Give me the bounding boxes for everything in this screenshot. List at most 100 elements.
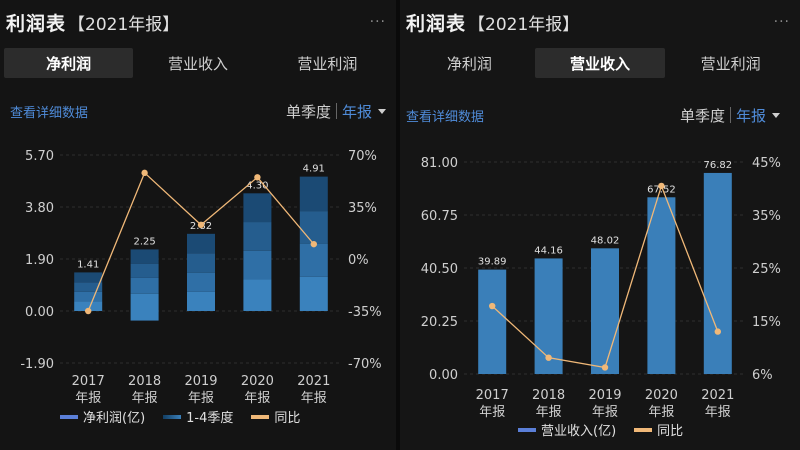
tab-operating-profit[interactable]: 营业利润 xyxy=(700,54,761,73)
y2-tick-label: -35% xyxy=(348,305,382,320)
y-tick-label: 20.25 xyxy=(421,315,458,330)
tab-net-profit[interactable]: 净利润 xyxy=(4,48,134,78)
legend-yoy: 同比 xyxy=(251,407,300,426)
annual-option[interactable]: 年报 xyxy=(341,102,372,121)
data-label: 39.89 xyxy=(478,257,507,268)
bar-segment xyxy=(299,243,328,277)
bar-segment xyxy=(187,291,215,311)
y2-tick-label: 0% xyxy=(348,253,369,268)
y2-tick-label: 25% xyxy=(752,262,781,277)
bar xyxy=(478,269,507,374)
x-tick-label: 2017 xyxy=(72,374,105,389)
y2-tick-label: 35% xyxy=(752,209,781,224)
bar-segment xyxy=(74,291,103,302)
tab-revenue[interactable]: 营业收入 xyxy=(534,48,666,78)
more-icon[interactable]: ··· xyxy=(773,14,790,30)
x-tick-label: 年报 xyxy=(132,391,158,406)
data-label: 4.30 xyxy=(246,180,268,191)
metric-tabs: 净利润 营业收入 营业利润 xyxy=(4,48,392,78)
bar-segment xyxy=(130,263,159,278)
x-tick-label: 2020 xyxy=(645,388,678,403)
y2-tick-label: 45% xyxy=(752,156,781,171)
period-selector[interactable]: 单季度 年报 xyxy=(286,101,386,122)
legend-yoy: 同比 xyxy=(634,420,683,439)
view-details-link[interactable]: 查看详细数据 xyxy=(10,105,89,121)
more-icon[interactable]: ··· xyxy=(369,14,386,30)
x-tick-label: 年报 xyxy=(705,405,731,420)
legend-swatch xyxy=(518,427,536,432)
yoy-point xyxy=(141,169,148,177)
bar xyxy=(591,248,619,374)
quarterly-option[interactable]: 单季度 xyxy=(285,102,331,121)
data-label: 76.82 xyxy=(703,160,732,171)
bar-segment xyxy=(299,211,328,244)
chart-legend: 净利润(亿) 1-4季度 同比 xyxy=(60,407,318,426)
data-label: 67.52 xyxy=(647,184,676,195)
yoy-point xyxy=(254,174,261,181)
legend-swatch xyxy=(60,414,78,419)
x-tick-label: 年报 xyxy=(648,405,674,420)
tab-revenue[interactable]: 营业收入 xyxy=(167,54,228,73)
legend-label: 同比 xyxy=(657,424,684,439)
tab-net-profit[interactable]: 净利润 xyxy=(446,54,492,73)
y-tick-label: 40.50 xyxy=(421,262,458,277)
bar-segment xyxy=(243,193,272,223)
legend-label: 净利润(亿) xyxy=(83,411,146,426)
chevron-down-icon[interactable] xyxy=(772,112,780,118)
legend-swatch xyxy=(251,414,270,419)
net-profit-chart: 5.70 70% 3.80 35% 1.90 0% 0.00 -35% -1.90 -70% 1.4… xyxy=(20,149,382,406)
bar-segment xyxy=(74,301,103,311)
x-tick-label: 2019 xyxy=(184,374,217,389)
quarterly-option[interactable]: 单季度 xyxy=(679,106,725,125)
legend-label: 同比 xyxy=(274,411,301,426)
legend-swatch xyxy=(634,427,653,432)
net-profit-panel: 利润表 【2021年报】 ··· 净利润 营业收入 营业利润 查看详细数据 单季… xyxy=(0,0,396,450)
data-label: 48.02 xyxy=(591,235,620,246)
x-tick-label: 年报 xyxy=(479,405,505,420)
chart-toolbar: 查看详细数据 单季度 年报 xyxy=(406,104,780,126)
x-tick-label: 年报 xyxy=(592,405,618,420)
report-period-label: 【2021年报】 xyxy=(468,14,580,35)
panel-title: 利润表 xyxy=(406,12,467,35)
x-tick-label: 2019 xyxy=(588,388,621,403)
legend-label: 营业收入(亿) xyxy=(541,424,617,439)
yoy-point xyxy=(85,307,92,315)
legend-net-profit: 净利润(亿) xyxy=(60,407,145,426)
bar-segment xyxy=(130,277,159,294)
legend-swatch xyxy=(163,414,182,419)
bar-segment xyxy=(243,279,272,311)
bar-segment xyxy=(299,276,328,311)
x-tick-label: 2021 xyxy=(297,374,330,389)
chevron-down-icon[interactable] xyxy=(378,108,386,114)
x-tick-label: 2020 xyxy=(241,374,274,389)
annual-option[interactable]: 年报 xyxy=(735,106,766,125)
y2-tick-label: 70% xyxy=(348,149,377,164)
period-selector[interactable]: 单季度 年报 xyxy=(680,105,780,126)
x-tick-label: 年报 xyxy=(244,391,270,406)
legend-label: 1-4季度 xyxy=(186,411,234,426)
bar-segment xyxy=(74,282,103,292)
bar-segment xyxy=(243,250,272,280)
view-details-link[interactable]: 查看详细数据 xyxy=(406,109,485,125)
bar-segment xyxy=(74,272,103,283)
revenue-chart: 81.00 45% 60.75 35% 40.50 25% 20.25 15% 0.00 6% 39… xyxy=(421,156,781,420)
y2-tick-label: 35% xyxy=(348,201,377,216)
tab-operating-profit[interactable]: 营业利润 xyxy=(297,54,358,73)
chart-toolbar: 查看详细数据 单季度 年报 xyxy=(10,100,386,122)
x-tick-label: 年报 xyxy=(188,391,214,406)
y-tick-label: 60.75 xyxy=(421,209,458,224)
x-tick-label: 2018 xyxy=(128,374,161,389)
metric-tabs: 净利润 营业收入 营业利润 xyxy=(404,48,796,78)
bar-segment xyxy=(130,249,159,264)
bar-segment xyxy=(187,233,215,254)
report-period-label: 【2021年报】 xyxy=(68,14,180,35)
x-tick-label: 年报 xyxy=(75,391,101,406)
x-tick-label: 年报 xyxy=(536,405,562,420)
yoy-point xyxy=(545,354,552,361)
panel-header: 利润表 【2021年报】 ··· xyxy=(0,0,396,44)
y-tick-label: 0.00 xyxy=(429,368,458,383)
y-tick-label: 81.00 xyxy=(421,156,458,171)
revenue-panel: 利润表 【2021年报】 ··· 净利润 营业收入 营业利润 查看详细数据 单季… xyxy=(400,0,800,450)
yoy-point xyxy=(310,240,317,248)
legend-revenue: 营业收入(亿) xyxy=(518,420,616,439)
